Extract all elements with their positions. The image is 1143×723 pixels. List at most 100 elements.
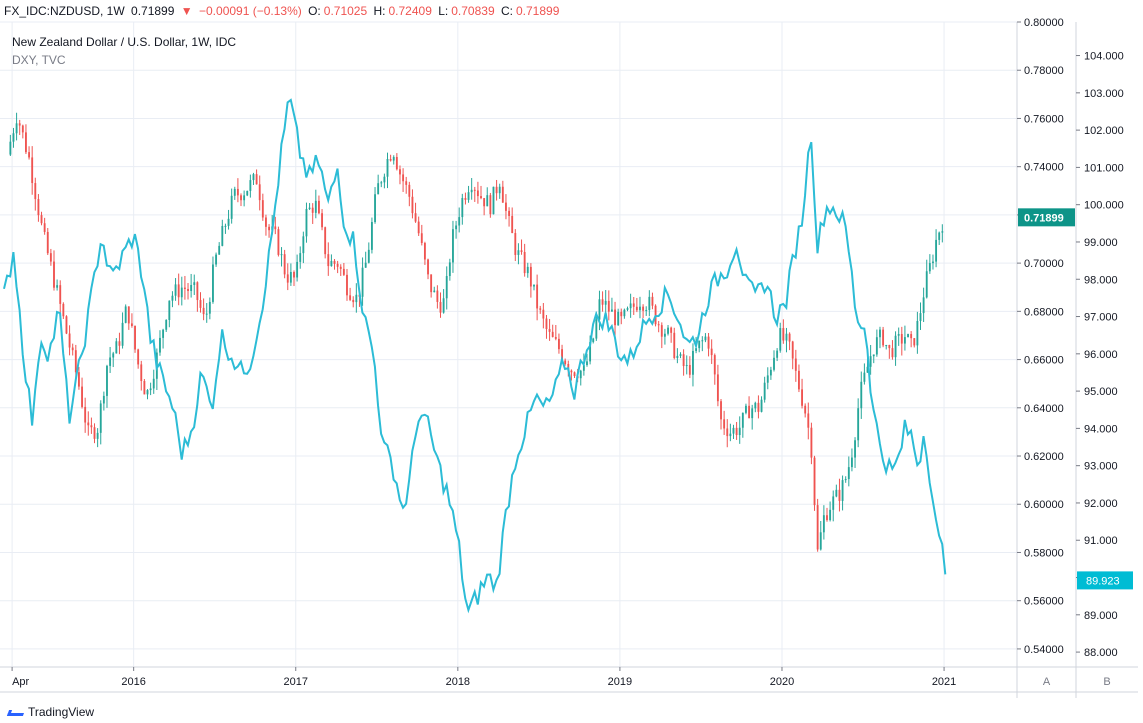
candle-up	[769, 369, 772, 376]
last-price-badge-label: 0.71899	[1024, 212, 1064, 224]
candle-up	[869, 356, 872, 367]
candle-down	[389, 158, 392, 161]
brand-name: TradingView	[28, 705, 95, 719]
candle-down	[402, 174, 405, 182]
candle-down	[293, 271, 295, 278]
candle-up	[392, 157, 395, 161]
candle-down	[791, 341, 794, 359]
candle-up	[252, 174, 255, 181]
candle-down	[523, 252, 526, 274]
candle-up	[9, 141, 12, 155]
candle-down	[183, 287, 186, 290]
candle-up	[56, 285, 59, 288]
axis-b-tick-label: 94.000	[1084, 423, 1118, 435]
candle-down	[236, 188, 239, 196]
candle-up	[305, 208, 308, 237]
candle-up	[168, 300, 171, 320]
axis-a-tick-label: 0.60000	[1024, 499, 1064, 511]
brand-footer[interactable]: TradingView	[8, 703, 94, 721]
candle-down	[324, 227, 327, 255]
candle-up	[897, 334, 900, 336]
candle-up	[380, 182, 383, 184]
candle-down	[34, 183, 37, 200]
candle-up	[212, 264, 214, 302]
scale-a-button[interactable]: A	[1043, 676, 1051, 688]
candle-up	[330, 260, 333, 267]
candle-down	[511, 215, 514, 234]
axis-b-tick-label: 104.000	[1084, 51, 1124, 63]
chart-subtitle[interactable]: DXY, TVC	[12, 53, 66, 67]
candle-up	[152, 378, 155, 389]
candle-up	[704, 336, 707, 341]
candle-up	[903, 337, 906, 344]
candle-up	[445, 276, 448, 299]
chart-title[interactable]: New Zealand Dollar / U.S. Dollar, 1W, ID…	[12, 35, 237, 49]
time-tick-label: 2018	[446, 676, 470, 688]
candle-up	[517, 250, 520, 255]
candle-down	[713, 355, 716, 375]
candle-up	[149, 388, 152, 391]
candle-up	[526, 266, 529, 274]
candle-up	[498, 186, 501, 194]
candle-down	[913, 338, 916, 346]
candle-down	[31, 157, 34, 184]
candle-up	[935, 239, 938, 262]
axis-b-tick-label: 102.000	[1084, 125, 1124, 137]
candle-down	[134, 325, 136, 350]
candle-up	[586, 361, 588, 365]
candle-down	[501, 186, 504, 203]
candle-down	[127, 306, 130, 324]
candle-down	[408, 184, 411, 197]
candle-down	[65, 316, 68, 334]
symbol-label[interactable]: FX_IDC:NZDUSD, 1W	[4, 4, 125, 18]
close-label: C:	[500, 4, 513, 18]
candle-down	[327, 254, 330, 267]
candle-up	[296, 261, 299, 278]
candle-down	[813, 457, 816, 506]
candle-up	[227, 218, 230, 226]
candle-down	[352, 299, 355, 303]
axis-b-tick-label: 103.000	[1084, 88, 1124, 100]
candle-down	[801, 389, 803, 406]
price-axes[interactable]: 0.800000.780000.760000.740000.720000.700…	[0, 17, 1138, 698]
scale-b-button[interactable]: B	[1103, 676, 1110, 688]
candle-up	[370, 222, 373, 250]
candle-down	[838, 489, 841, 501]
candle-down	[274, 226, 277, 230]
candle-down	[81, 386, 83, 407]
candle-down	[620, 311, 623, 317]
candle-down	[77, 372, 80, 387]
candle-down	[551, 331, 554, 337]
candle-down	[882, 329, 885, 346]
candle-up	[629, 303, 632, 309]
candle-down	[417, 221, 420, 234]
candle-down	[74, 350, 77, 373]
candle-down	[682, 354, 685, 367]
candle-down	[891, 348, 894, 358]
candle-up	[361, 267, 364, 297]
dxy-line-series	[3, 98, 947, 614]
candle-down	[495, 186, 498, 194]
candle-down	[28, 152, 30, 158]
axis-a-tick-label: 0.56000	[1024, 596, 1064, 608]
nzdusd-candles	[9, 112, 944, 552]
candle-up	[626, 308, 629, 310]
candle-down	[71, 347, 74, 351]
candle-up	[751, 408, 754, 419]
candle-down	[601, 299, 604, 305]
candle-up	[885, 345, 888, 347]
candle-down	[342, 268, 345, 275]
candle-up	[15, 123, 18, 134]
candle-down	[43, 223, 46, 232]
candle-down	[670, 327, 673, 333]
axis-a-tick-label: 0.58000	[1024, 547, 1064, 559]
candle-down	[430, 274, 433, 293]
candle-down	[635, 306, 638, 311]
candle-up	[458, 217, 461, 226]
candle-up	[854, 440, 856, 458]
candle-up	[760, 399, 763, 412]
candle-up	[592, 338, 595, 342]
candle-up	[847, 467, 850, 480]
candle-down	[268, 226, 270, 231]
